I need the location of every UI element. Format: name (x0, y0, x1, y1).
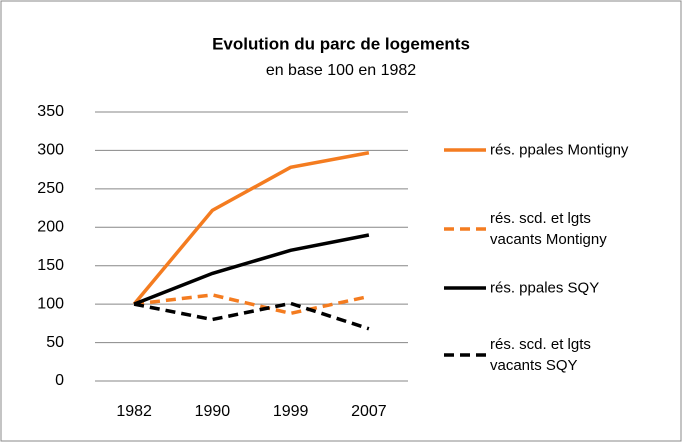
series-line (133, 293, 370, 316)
y-tick-label: 250 (37, 180, 64, 197)
legend-label: rés. ppales Montigny (490, 141, 629, 159)
x-tick-label: 1982 (116, 403, 152, 420)
x-tick-label: 1990 (195, 403, 231, 420)
chart-subtitle: en base 100 en 1982 (266, 62, 416, 79)
chart-title: Evolution du parc de logements (212, 34, 470, 53)
series-line (132, 151, 370, 306)
y-tick-label: 300 (37, 142, 64, 159)
y-tick-label: 200 (37, 219, 64, 236)
y-tick-label: 100 (37, 295, 64, 312)
x-tick-label: 1999 (273, 403, 309, 420)
series-line (133, 233, 370, 306)
legend-label: rés. ppales SQY (490, 279, 600, 297)
y-tick-label: 350 (37, 103, 64, 120)
y-tick-label: 50 (46, 334, 64, 351)
x-tick-label: 2007 (351, 403, 387, 420)
series-line (133, 301, 370, 331)
legend-label: rés. scd. et lgts vacants SQY (490, 336, 591, 374)
y-tick-label: 150 (37, 257, 64, 274)
y-tick-label: 0 (55, 372, 64, 389)
legend-label: rés. scd. et lgts vacants Montigny (490, 210, 607, 248)
